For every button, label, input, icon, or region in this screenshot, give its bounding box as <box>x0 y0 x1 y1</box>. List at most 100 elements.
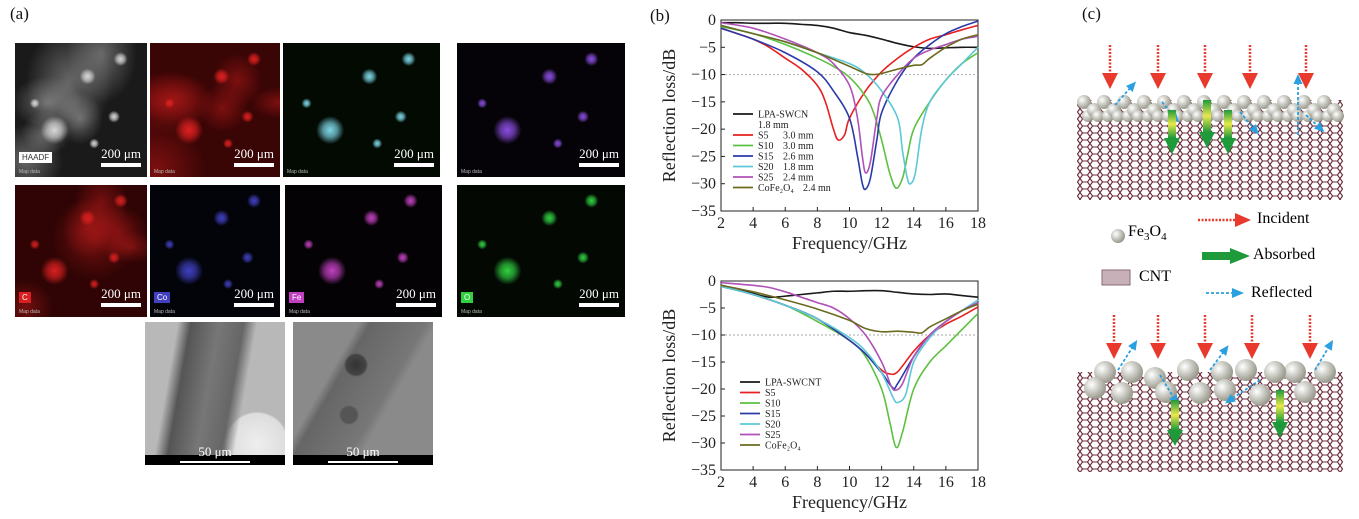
fe3o4-particle <box>1177 95 1191 109</box>
absorbed-legend-icon <box>1202 248 1250 264</box>
incident-arrow-icon <box>1106 315 1122 359</box>
legend-series-name: S25 <box>765 430 781 441</box>
scale-label: 50 μm <box>198 444 232 459</box>
legend-thickness: 2.4 mn <box>803 183 831 194</box>
y-tick-label: −5 <box>699 39 716 56</box>
fe3o4-particle <box>1211 361 1233 383</box>
legend-label: S15 <box>765 409 781 420</box>
map-meta: Map data <box>154 309 175 315</box>
x-tick-label: 10 <box>842 474 858 491</box>
scale-bar: 200 μm <box>234 286 274 307</box>
y-tick-label: −10 <box>691 67 716 84</box>
scale-label: 200 μm <box>579 146 619 161</box>
map-meta: Map data <box>19 309 40 315</box>
fe3o4-particle <box>1297 95 1311 109</box>
scale-bar: 200 μm <box>234 146 274 167</box>
y-tick-label: −15 <box>691 354 716 371</box>
fe3o4-particle <box>1094 361 1116 383</box>
element-tag: C <box>19 292 31 303</box>
fe3o4-particle <box>1212 110 1224 122</box>
legend-reflected-label: Reflected <box>1251 284 1313 301</box>
scale-bar: 200 μm <box>396 286 436 307</box>
fe3o4-particle <box>1112 110 1124 122</box>
x-tick-label: 14 <box>906 474 922 491</box>
fe3o4-particle <box>1235 359 1257 381</box>
fe3o4-particle <box>1249 384 1271 406</box>
legend-label: S5 <box>765 388 776 399</box>
legend-series-name: CoFe₂O₄ <box>758 183 794 194</box>
scale-label: 200 μm <box>396 286 436 301</box>
legend-thickness: 1.8 mm <box>783 162 814 173</box>
x-tick-label: 12 <box>874 215 890 232</box>
y-tick-label: −20 <box>691 381 716 398</box>
legend-series-name: LPA-SWCNT <box>765 378 821 389</box>
fe3o4-particle <box>1264 361 1286 383</box>
incident-arrow-icon <box>1150 315 1166 359</box>
legend-series-name: CoFe₂O₄ <box>765 441 801 452</box>
legend-series-name: S20 <box>758 162 774 173</box>
absorbed-arrow-icon <box>1164 110 1180 154</box>
incident-arrow-icon <box>1298 45 1314 89</box>
x-tick-label: 10 <box>842 215 858 232</box>
legend-series-name: S10 <box>765 399 781 410</box>
fe3o4-particle <box>1111 382 1133 404</box>
fe3o4-particle <box>1177 359 1199 381</box>
series-line-s25 <box>720 281 979 392</box>
eds-map-image: O Map data 200 μm <box>457 185 625 317</box>
series-line-lpa-swcnt <box>720 284 979 299</box>
map-meta: Map data <box>461 309 482 315</box>
reflected-arrow-icon <box>1117 339 1138 371</box>
y-tick-label: −5 <box>699 300 716 317</box>
fe3o4-particle <box>1312 110 1324 122</box>
series-line-cofe2o4 <box>720 284 979 334</box>
panel-b-label: (b) <box>650 6 670 25</box>
y-tick-label: −15 <box>691 94 716 111</box>
y-tick-label: −30 <box>691 176 716 193</box>
legend-series-name: S20 <box>765 420 781 431</box>
series-line-s20 <box>720 285 979 404</box>
x-axis-label: Frequency/GHz <box>792 233 907 253</box>
fe3o4-particle <box>1077 95 1091 109</box>
eds-map-image: Map data 200 μm <box>457 43 625 177</box>
y-tick-label: −35 <box>691 203 716 220</box>
reflected-arrow-icon <box>1209 345 1229 371</box>
legend-thickness: 1.8 mm <box>758 120 789 131</box>
x-tick-label: 6 <box>781 215 789 232</box>
panel-c-label: (c) <box>1082 4 1101 23</box>
y-axis-label: Reflection loss/dB <box>659 309 679 443</box>
fe3o4-particle <box>1137 95 1151 109</box>
legend-label: CoFe₂O₄ <box>765 441 801 452</box>
element-tag: Fe <box>289 292 305 303</box>
y-tick-label: −25 <box>691 408 716 425</box>
scale-bar: 200 μm <box>579 286 619 307</box>
legend-series-name: S15 <box>765 409 781 420</box>
fe3o4-particle <box>1237 95 1251 109</box>
legend-series-name: S5 <box>765 388 776 399</box>
reflected-arrow-icon <box>1293 74 1303 135</box>
legend-label: S20 <box>765 420 781 431</box>
legend-cnt-label: CNT <box>1139 268 1171 285</box>
x-tick-label: 4 <box>749 215 757 232</box>
fe3o4-particle <box>1217 95 1231 109</box>
x-tick-label: 12 <box>874 474 890 491</box>
absorbed-arrow-icon <box>1220 110 1236 154</box>
scale-bar: 200 μm <box>579 146 619 167</box>
x-axis-label: Frequency/GHz <box>792 492 907 512</box>
scale-bar: 200 μm <box>394 146 434 167</box>
absorption-schematic <box>1077 45 1344 472</box>
y-tick-label: −10 <box>691 327 716 344</box>
legend-thickness: 3.0 mm <box>783 131 814 142</box>
legend-label: S10 <box>765 399 781 410</box>
scale-bar: 200 μm <box>101 286 141 307</box>
y-axis-label: Reflection loss/dB <box>659 49 679 183</box>
map-meta: Map data <box>19 169 40 175</box>
fe3o4-particle <box>1332 110 1344 122</box>
y-tick-label: −35 <box>691 462 716 479</box>
legend-series-name: S25 <box>758 173 774 184</box>
scale-bar: 50 μm <box>180 444 250 463</box>
fe3o4-particle <box>1152 110 1164 122</box>
scale-bar: 50 μm <box>328 444 398 463</box>
fe3o4-particle <box>1117 95 1131 109</box>
reflected-arrow-icon <box>1239 111 1259 135</box>
